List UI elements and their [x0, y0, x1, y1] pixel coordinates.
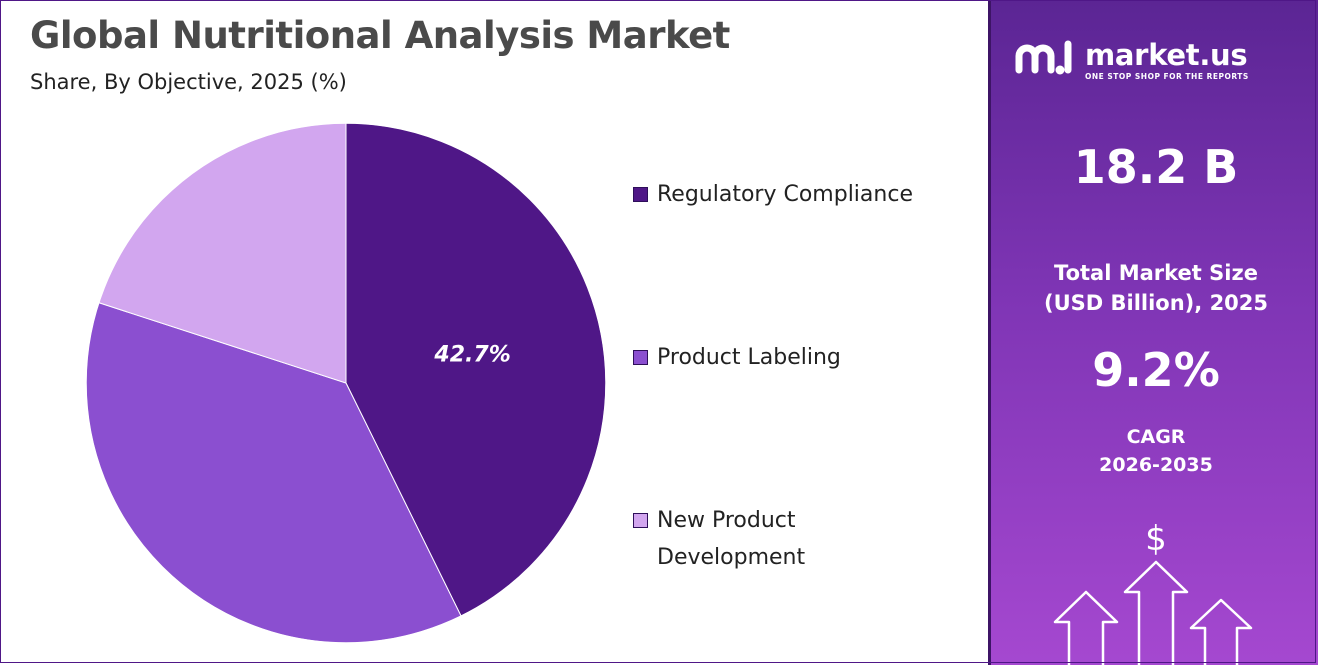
chart-subtitle: Share, By Objective, 2025 (%)	[30, 70, 347, 94]
legend-label: Product Labeling	[657, 345, 841, 370]
market-size-label-text: Total Market Size (USD Billion), 2025	[1043, 261, 1269, 315]
legend-label: New Product Development	[657, 508, 806, 570]
legend-swatch	[633, 187, 648, 202]
summary-sidebar: market.us ONE STOP SHOP FOR THE REPORTS …	[988, 0, 1318, 665]
brand-name: market.us	[1085, 37, 1248, 72]
cagr-period: 2026-2035	[1099, 454, 1213, 476]
market-size-label: Total Market Size (USD Billion), 2025	[991, 258, 1318, 318]
chart-panel: Global Nutritional Analysis Market Share…	[30, 14, 973, 644]
pie-data-label: 42.7%	[433, 342, 510, 367]
legend-swatch	[633, 350, 648, 365]
brand: market.us ONE STOP SHOP FOR THE REPORTS	[1013, 36, 1249, 84]
chart-title: Global Nutritional Analysis Market	[30, 14, 730, 57]
growth-arrows-icon: $	[1053, 519, 1253, 665]
brand-tagline: ONE STOP SHOP FOR THE REPORTS	[1085, 71, 1249, 81]
legend-label: Regulatory Compliance	[657, 182, 913, 207]
pie-rim	[85, 122, 607, 644]
cagr-label-block: CAGR 2026-2035	[991, 423, 1318, 479]
legend-item-product-labeling: Product Labeling	[633, 339, 973, 376]
market-size-value: 18.2 B	[1073, 140, 1239, 194]
market-us-logo-icon	[1015, 40, 1072, 75]
cagr-value: 9.2%	[1092, 343, 1220, 397]
legend-item-regulatory-compliance: Regulatory Compliance	[633, 176, 973, 213]
cagr-label: CAGR	[1126, 426, 1186, 448]
legend-swatch	[633, 513, 648, 528]
pie-chart: 42.7%	[85, 122, 607, 644]
legend-item-new-product-development: New Product Development	[633, 502, 973, 576]
dollar-sign: $	[1145, 519, 1167, 559]
